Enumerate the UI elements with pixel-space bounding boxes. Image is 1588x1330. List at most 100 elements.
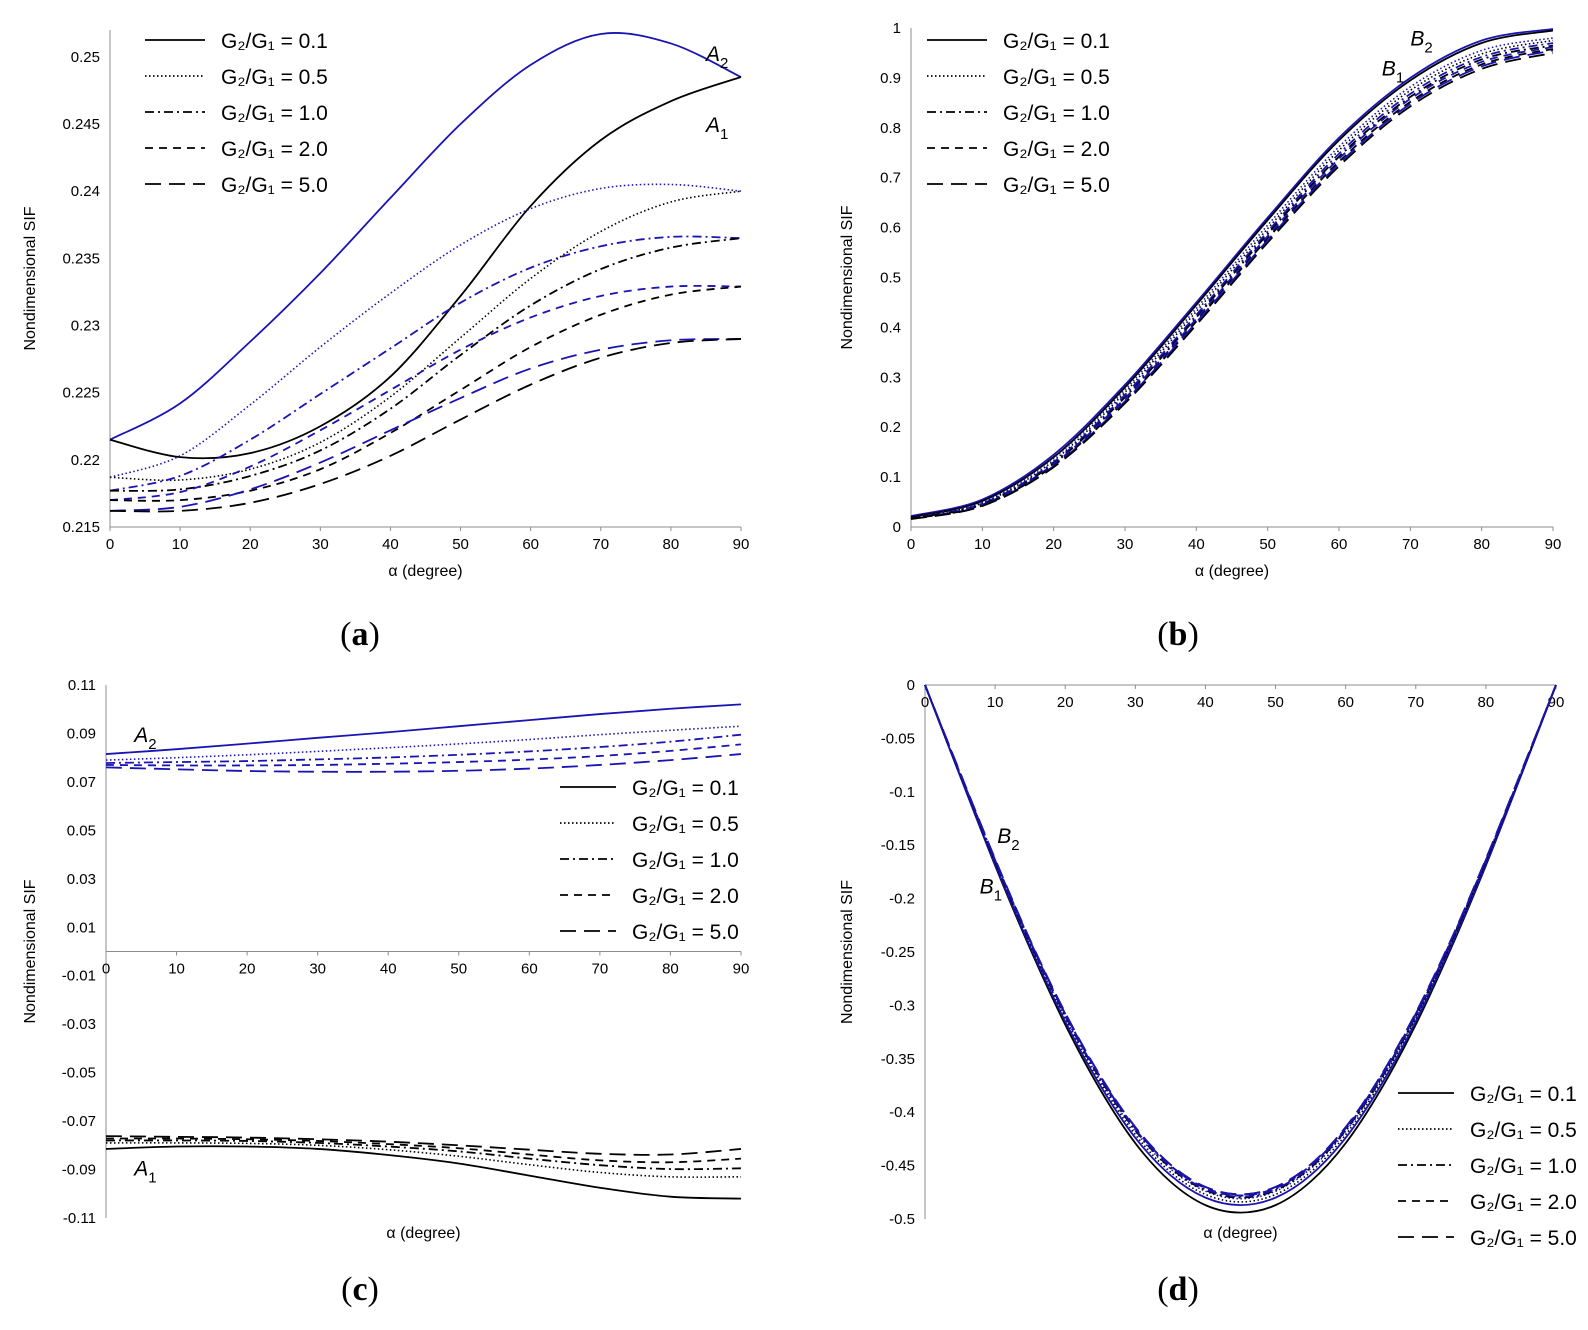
x-tick-label: 80 [663,536,680,553]
series-line-dotted-blue [924,684,1557,1200]
panel-label-letter: d [1169,1271,1188,1308]
legend-label: G₂/G₁ = 0.5 [221,66,328,89]
series-line-dashed-black [109,285,742,502]
curve-annotation: B2 [997,825,1019,854]
legend-label: G₂/G₁ = 5.0 [1003,174,1110,197]
y-tick-label: 0.25 [71,49,100,66]
y-tick-label: -0.01 [62,968,96,985]
series-line-dashed-black [105,1137,742,1164]
y-tick-label: 0.05 [67,822,96,839]
x-tick-label: 60 [1331,536,1348,553]
x-tick-label: 30 [1127,694,1144,711]
series-line-solid-black [924,684,1557,1214]
x-tick-label: 80 [662,961,679,978]
chart-panel-c: -0.11 -0.09 -0.07 -0.05 -0.03 -0.01 0.01 0.03 0.… [22,677,749,1242]
x-tick-label: 30 [312,536,329,553]
panel-label-d: (d) [1157,1271,1199,1308]
curve-annotation-subscript: 1 [1396,69,1404,86]
y-tick-label: 0.22 [71,452,100,469]
chart-panel-b: 00.10.20.30.40.50.60.70.80.910 10 20 30 40 50… [839,20,1561,580]
legend: G₂/G₁ = 0.1 G₂/G₁ = 0.5 G₂/G₁ = 1.0 G₂/G₁ =… [1398,1083,1577,1250]
legend-label: G₂/G₁ = 5.0 [221,174,328,197]
y-tick-label: 0.7 [880,170,901,187]
y-tick-label: 0.215 [62,519,100,536]
x-tick-label: 30 [1117,536,1134,553]
x-tick-label: 70 [592,536,609,553]
x-tick-label: 50 [1259,536,1276,553]
curve-annotation: A2 [704,43,728,72]
y-tick-label: 0.245 [62,116,100,133]
legend-label: G₂/G₁ = 1.0 [1003,102,1110,125]
legend-label: G₂/G₁ = 0.1 [1003,30,1110,53]
series-line-dashdot-black [109,237,742,492]
x-axis-title: α (degree) [1195,563,1269,580]
curve-annotation: B2 [1410,27,1432,56]
legend-label: G₂/G₁ = 2.0 [221,138,328,161]
curve-annotation-subscript: 1 [720,126,728,143]
curve-annotation: B1 [1382,57,1404,86]
x-tick-label: 40 [1197,694,1214,711]
y-tick-label: 0.24 [71,183,100,200]
panel-label-paren: ) [369,616,380,653]
y-tick-label: -0.35 [881,1051,915,1068]
series-line-solid-black [105,1145,742,1200]
legend-label: G₂/G₁ = 5.0 [632,921,739,944]
series-line-dotted-blue [109,183,742,479]
series-line-longdash-blue [105,753,742,773]
y-axis-title: Nondimensional SIF [839,205,856,349]
series-line-dashed-black [910,48,1554,520]
y-tick-label: -0.11 [63,1210,96,1227]
x-tick-label: 20 [239,961,256,978]
series-line-dotted-black [109,190,742,482]
panel-label-letter: a [352,616,369,653]
x-axis-title: α (degree) [386,1225,460,1242]
x-tick-label: 50 [450,961,467,978]
x-tick-label: 40 [380,961,397,978]
y-tick-label: 0.1 [880,469,901,486]
x-tick-label: 0 [102,961,110,978]
panel-label-letter: c [352,1271,367,1308]
curve-annotation: A1 [704,114,728,143]
series-line-dashed-blue [109,284,742,502]
y-tick-label: -0.15 [881,837,915,854]
y-tick-label: 0.11 [68,677,96,694]
panel-label-c: (c) [341,1271,379,1308]
series-line-dashdot-black [910,44,1554,519]
series-line-solid-blue [910,28,1554,517]
y-tick-label: -0.05 [62,1065,96,1082]
x-tick-label: 10 [172,536,189,553]
series-line-dashed-blue [910,46,1554,520]
series-line-longdash-black [105,1135,742,1156]
panel-label-paren: ) [368,1271,379,1308]
y-tick-label: 0.8 [880,120,901,137]
x-tick-label: 40 [1188,536,1205,553]
y-tick-label: 0.01 [67,919,96,936]
panel-label-a: (a) [340,616,380,653]
panel-label-paren: ) [1187,616,1198,653]
y-axis-title: Nondimensional SIF [22,206,39,350]
y-tick-label: -0.45 [881,1158,915,1175]
series-line-dotted-blue [910,37,1554,518]
y-tick-label: -0.03 [62,1016,96,1033]
x-tick-label: 60 [1337,694,1354,711]
series-line-dashed-black [924,684,1557,1197]
x-tick-label: 20 [1045,536,1062,553]
x-tick-label: 30 [309,961,326,978]
legend-label: G₂/G₁ = 1.0 [221,102,328,125]
x-tick-label: 70 [1407,694,1424,711]
curve-annotation-subscript: 2 [720,55,728,72]
series-line-dashdot-blue [109,235,742,492]
y-tick-label: -0.4 [889,1104,915,1121]
y-tick-label: -0.05 [881,730,915,747]
y-tick-label: 0.225 [62,385,100,402]
curve-annotation: A1 [132,1158,156,1187]
y-tick-label: 1 [893,20,901,37]
x-tick-label: 0 [921,694,929,711]
curve-annotation-subscript: 1 [994,887,1002,904]
y-tick-label: 0.23 [71,318,100,335]
curve-annotation: A2 [132,724,156,753]
x-tick-label: 70 [592,961,609,978]
legend-label: G₂/G₁ = 2.0 [1003,138,1110,161]
series-line-dashed-blue [105,743,742,767]
